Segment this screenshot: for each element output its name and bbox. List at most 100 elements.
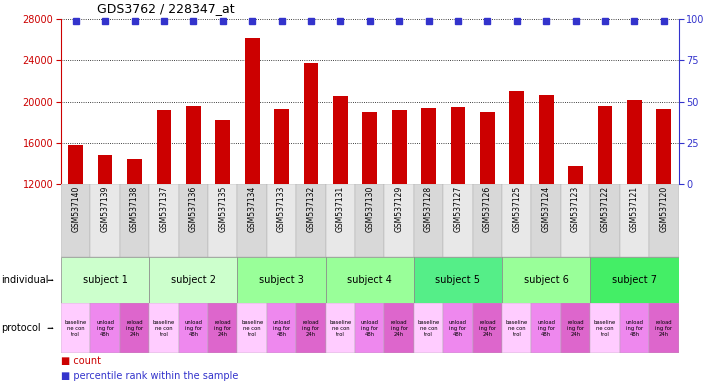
- Text: subject 7: subject 7: [612, 275, 657, 285]
- Bar: [392, 110, 406, 184]
- Bar: [355, 184, 384, 257]
- Text: subject 4: subject 4: [348, 275, 392, 285]
- Text: GSM537124: GSM537124: [541, 186, 551, 232]
- Bar: [502, 184, 531, 257]
- Bar: [245, 38, 259, 184]
- Text: GSM537131: GSM537131: [336, 186, 345, 232]
- Text: reload
ing for
24h: reload ing for 24h: [567, 320, 584, 337]
- Bar: [120, 303, 149, 353]
- Bar: [384, 184, 414, 257]
- Bar: [597, 106, 612, 184]
- Bar: [127, 159, 142, 184]
- Text: unload
ing for
48h: unload ing for 48h: [96, 320, 114, 337]
- Bar: [451, 107, 465, 184]
- Bar: [531, 303, 561, 353]
- Text: reload
ing for
24h: reload ing for 24h: [126, 320, 143, 337]
- Bar: [590, 303, 620, 353]
- Bar: [179, 303, 208, 353]
- Text: GDS3762 / 228347_at: GDS3762 / 228347_at: [97, 2, 235, 15]
- Text: GSM537136: GSM537136: [189, 186, 198, 232]
- Text: GSM537139: GSM537139: [101, 186, 110, 232]
- Text: reload
ing for
24h: reload ing for 24h: [391, 320, 408, 337]
- Bar: [538, 94, 554, 184]
- Bar: [61, 303, 90, 353]
- Text: GSM537133: GSM537133: [277, 186, 286, 232]
- Text: GSM537127: GSM537127: [454, 186, 462, 232]
- Bar: [443, 184, 472, 257]
- Text: unload
ing for
48h: unload ing for 48h: [625, 320, 643, 337]
- Text: GSM537125: GSM537125: [512, 186, 521, 232]
- Bar: [502, 257, 590, 303]
- Bar: [208, 184, 238, 257]
- Text: reload
ing for
24h: reload ing for 24h: [479, 320, 496, 337]
- Text: unload
ing for
48h: unload ing for 48h: [185, 320, 202, 337]
- Text: subject 1: subject 1: [83, 275, 128, 285]
- Bar: [333, 96, 348, 184]
- Text: GSM537121: GSM537121: [630, 186, 639, 232]
- Bar: [304, 63, 318, 184]
- Bar: [326, 257, 414, 303]
- Bar: [590, 184, 620, 257]
- Bar: [149, 257, 238, 303]
- Bar: [355, 303, 384, 353]
- Bar: [326, 303, 355, 353]
- Text: baseline
ne con
trol: baseline ne con trol: [241, 320, 264, 337]
- Text: baseline
ne con
trol: baseline ne con trol: [330, 320, 352, 337]
- Bar: [656, 109, 671, 184]
- Bar: [149, 184, 179, 257]
- Text: baseline
ne con
trol: baseline ne con trol: [594, 320, 616, 337]
- Text: subject 2: subject 2: [171, 275, 216, 285]
- Bar: [480, 112, 495, 184]
- Bar: [510, 91, 524, 184]
- Text: GSM537128: GSM537128: [424, 186, 433, 232]
- Bar: [186, 106, 201, 184]
- Text: GSM537132: GSM537132: [307, 186, 315, 232]
- Text: baseline
ne con
trol: baseline ne con trol: [505, 320, 528, 337]
- Bar: [297, 184, 326, 257]
- Bar: [326, 184, 355, 257]
- Text: ■ percentile rank within the sample: ■ percentile rank within the sample: [61, 371, 238, 381]
- Bar: [68, 145, 83, 184]
- Text: unload
ing for
48h: unload ing for 48h: [449, 320, 467, 337]
- Bar: [61, 257, 149, 303]
- Text: unload
ing for
48h: unload ing for 48h: [537, 320, 555, 337]
- Bar: [421, 108, 436, 184]
- Bar: [472, 184, 502, 257]
- Text: GSM537138: GSM537138: [130, 186, 139, 232]
- Text: protocol: protocol: [1, 323, 40, 333]
- Bar: [61, 184, 90, 257]
- Text: baseline
ne con
trol: baseline ne con trol: [417, 320, 439, 337]
- Bar: [267, 303, 297, 353]
- Text: subject 5: subject 5: [436, 275, 480, 285]
- Text: GSM537129: GSM537129: [395, 186, 404, 232]
- Bar: [561, 303, 590, 353]
- Text: GSM537123: GSM537123: [571, 186, 580, 232]
- Bar: [384, 303, 414, 353]
- Text: baseline
ne con
trol: baseline ne con trol: [65, 320, 87, 337]
- Bar: [414, 303, 443, 353]
- Bar: [238, 303, 267, 353]
- Bar: [120, 184, 149, 257]
- Bar: [208, 303, 238, 353]
- Bar: [238, 257, 326, 303]
- Bar: [363, 112, 377, 184]
- Text: GSM537130: GSM537130: [365, 186, 374, 232]
- Bar: [568, 166, 583, 184]
- Text: subject 6: subject 6: [523, 275, 569, 285]
- Text: reload
ing for
24h: reload ing for 24h: [656, 320, 672, 337]
- Text: reload
ing for
24h: reload ing for 24h: [214, 320, 231, 337]
- Bar: [627, 100, 642, 184]
- Bar: [620, 184, 649, 257]
- Bar: [531, 184, 561, 257]
- Text: GSM537122: GSM537122: [600, 186, 610, 232]
- Text: GSM537134: GSM537134: [248, 186, 256, 232]
- Text: GSM537126: GSM537126: [483, 186, 492, 232]
- Bar: [414, 184, 443, 257]
- Bar: [443, 303, 472, 353]
- Bar: [649, 303, 679, 353]
- Bar: [149, 303, 179, 353]
- Text: reload
ing for
24h: reload ing for 24h: [302, 320, 320, 337]
- Bar: [98, 156, 113, 184]
- Text: GSM537135: GSM537135: [218, 186, 228, 232]
- Text: unload
ing for
48h: unload ing for 48h: [273, 320, 291, 337]
